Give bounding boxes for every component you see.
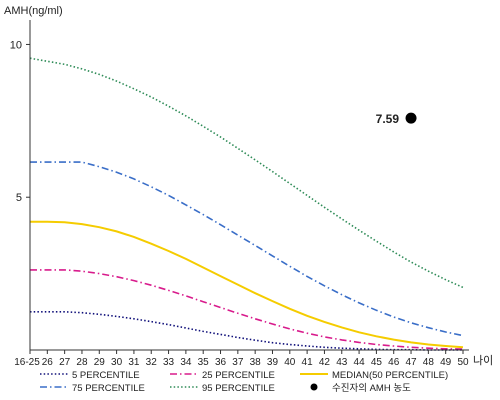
legend-label: MEDIAN(50 PERCENTILE) [332,370,448,381]
legend-label: 25 PERCENTILE [202,370,275,381]
x-tick-label: 16-25 [14,357,40,368]
x-tick-label: 31 [128,357,140,368]
x-tick-label: 44 [354,357,366,368]
series-line-median-50-percentile [30,220,464,349]
legend-label: 75 PERCENTILE [72,383,145,394]
x-tick-label: 30 [111,357,123,368]
y-tick-label: 10 [10,39,22,51]
series-line-25-percentile [30,269,464,350]
x-tick-label: 36 [215,357,227,368]
patient-amh-point [405,112,417,124]
x-tick-label: 45 [371,357,383,368]
x-tick-label: 28 [76,357,88,368]
y-tick-label: 5 [16,192,22,204]
x-tick-label: 27 [59,357,71,368]
y-axis-label: AMH(ng/ml) [4,5,63,17]
x-tick-label: 41 [302,357,314,368]
x-tick-label: 47 [405,357,417,368]
x-tick-label: 32 [146,357,158,368]
legend-point-swatch [310,383,318,391]
x-tick-label: 50 [457,357,469,368]
x-tick-label: 49 [440,357,452,368]
x-tick-label: 34 [180,357,192,368]
x-tick-label: 29 [94,357,106,368]
x-tick-label: 48 [423,357,435,368]
x-tick-label: 42 [319,357,331,368]
x-tick-label: 33 [163,357,175,368]
series-line-5-percentile [30,311,463,351]
x-tick-label: 46 [388,357,400,368]
x-tick-label: 43 [336,357,348,368]
x-tick-label: 38 [250,357,262,368]
patient-amh-label: 7.59 [376,112,400,126]
series-line-75-percentile [30,161,464,337]
legend-label: 5 PERCENTILE [72,370,140,381]
legend-label: 95 PERCENTILE [202,383,275,394]
x-tick-label: 39 [267,357,279,368]
x-axis-label: 나이 [473,354,493,367]
x-tick-label: 37 [232,357,244,368]
x-tick-label: 26 [42,357,54,368]
legend-label: 수진자의 AMH 농도 [332,383,411,394]
series-line-95-percentile [29,57,464,289]
x-tick-label: 40 [284,357,296,368]
x-tick-label: 35 [198,357,210,368]
